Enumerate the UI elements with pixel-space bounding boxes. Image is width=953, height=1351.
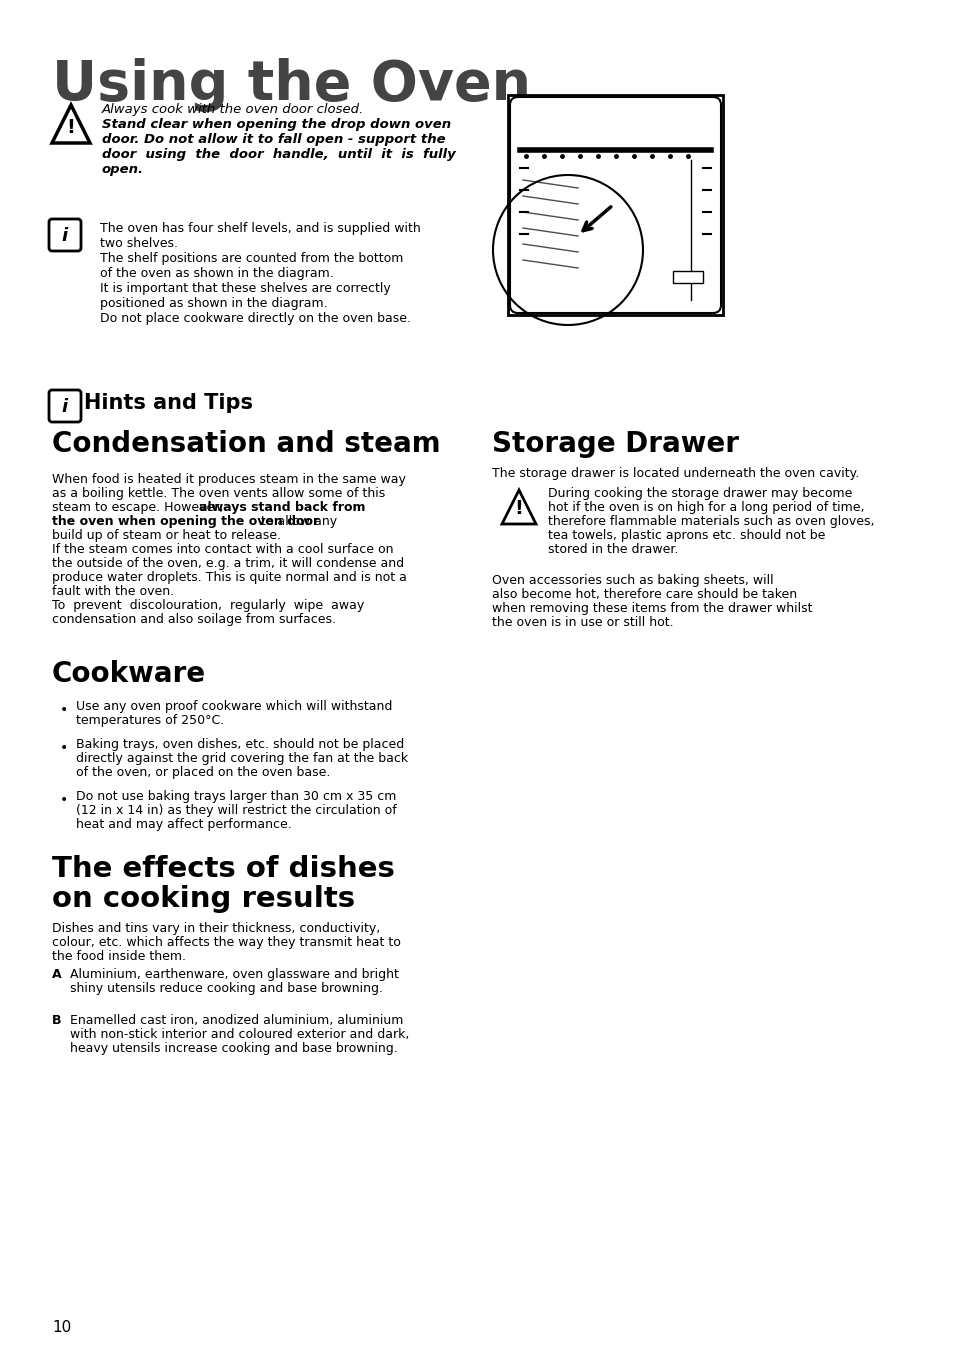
Text: condensation and also soilage from surfaces.: condensation and also soilage from surfa…	[52, 613, 335, 626]
Text: positioned as shown in the diagram.: positioned as shown in the diagram.	[100, 297, 327, 309]
Text: •: •	[60, 740, 69, 755]
Text: the oven when opening the oven door: the oven when opening the oven door	[52, 515, 319, 528]
Text: directly against the grid covering the fan at the back: directly against the grid covering the f…	[76, 753, 408, 765]
Text: tea towels, plastic aprons etc. should not be: tea towels, plastic aprons etc. should n…	[547, 530, 824, 542]
Text: door  using  the  door  handle,  until  it  is  fully: door using the door handle, until it is …	[102, 149, 456, 161]
Text: !: !	[67, 118, 75, 136]
Text: stored in the drawer.: stored in the drawer.	[547, 543, 678, 557]
FancyBboxPatch shape	[49, 390, 81, 422]
Text: During cooking the storage drawer may become: During cooking the storage drawer may be…	[547, 486, 851, 500]
Text: two shelves.: two shelves.	[100, 236, 178, 250]
Text: when removing these items from the drawer whilst: when removing these items from the drawe…	[492, 603, 812, 615]
Text: Enamelled cast iron, anodized aluminium, aluminium: Enamelled cast iron, anodized aluminium,…	[70, 1015, 403, 1027]
Text: temperatures of 250°C.: temperatures of 250°C.	[76, 713, 224, 727]
Text: Do not use baking trays larger than 30 cm x 35 cm: Do not use baking trays larger than 30 c…	[76, 790, 395, 802]
Text: i: i	[62, 227, 68, 245]
Text: Always cook with the oven door closed.: Always cook with the oven door closed.	[102, 103, 364, 116]
Text: door. Do not allow it to fall open - support the: door. Do not allow it to fall open - sup…	[102, 132, 445, 146]
Text: heavy utensils increase cooking and base browning.: heavy utensils increase cooking and base…	[70, 1042, 397, 1055]
Text: A: A	[52, 969, 62, 981]
Text: The storage drawer is located underneath the oven cavity.: The storage drawer is located underneath…	[492, 467, 859, 480]
Text: Cookware: Cookware	[52, 661, 206, 688]
Text: Storage Drawer: Storage Drawer	[492, 430, 739, 458]
Text: i: i	[62, 399, 68, 416]
Text: The oven has four shelf levels, and is supplied with: The oven has four shelf levels, and is s…	[100, 222, 420, 235]
Text: The effects of dishes: The effects of dishes	[52, 855, 395, 884]
Text: open.: open.	[102, 163, 144, 176]
Text: Hints and Tips: Hints and Tips	[84, 393, 253, 413]
Text: shiny utensils reduce cooking and base browning.: shiny utensils reduce cooking and base b…	[70, 982, 382, 994]
FancyBboxPatch shape	[49, 219, 81, 251]
Text: 10: 10	[52, 1320, 71, 1335]
Text: heat and may affect performance.: heat and may affect performance.	[76, 817, 292, 831]
Text: steam to escape. However,: steam to escape. However,	[52, 501, 227, 513]
Text: of the oven, or placed on the oven base.: of the oven, or placed on the oven base.	[76, 766, 330, 780]
Text: Use any oven proof cookware which will withstand: Use any oven proof cookware which will w…	[76, 700, 392, 713]
Text: of the oven as shown in the diagram.: of the oven as shown in the diagram.	[100, 267, 334, 280]
Text: Aluminium, earthenware, oven glassware and bright: Aluminium, earthenware, oven glassware a…	[70, 969, 398, 981]
Text: build up of steam or heat to release.: build up of steam or heat to release.	[52, 530, 281, 542]
Text: B: B	[52, 1015, 61, 1027]
Text: also become hot, therefore care should be taken: also become hot, therefore care should b…	[492, 588, 797, 601]
Text: on cooking results: on cooking results	[52, 885, 355, 913]
Text: the oven is in use or still hot.: the oven is in use or still hot.	[492, 616, 673, 630]
Text: to allow any: to allow any	[256, 515, 336, 528]
Text: the outside of the oven, e.g. a trim, it will condense and: the outside of the oven, e.g. a trim, it…	[52, 557, 404, 570]
FancyBboxPatch shape	[510, 97, 720, 313]
Text: Using the Oven: Using the Oven	[52, 58, 531, 112]
Text: To  prevent  discolouration,  regularly  wipe  away: To prevent discolouration, regularly wip…	[52, 598, 364, 612]
Text: Oven accessories such as baking sheets, will: Oven accessories such as baking sheets, …	[492, 574, 773, 586]
Text: hot if the oven is on high for a long period of time,: hot if the oven is on high for a long pe…	[547, 501, 863, 513]
Text: •: •	[60, 703, 69, 717]
Text: colour, etc. which affects the way they transmit heat to: colour, etc. which affects the way they …	[52, 936, 400, 948]
Text: If the steam comes into contact with a cool surface on: If the steam comes into contact with a c…	[52, 543, 393, 557]
Text: Stand clear when opening the drop down oven: Stand clear when opening the drop down o…	[102, 118, 451, 131]
Text: as a boiling kettle. The oven vents allow some of this: as a boiling kettle. The oven vents allo…	[52, 486, 385, 500]
Text: When food is heated it produces steam in the same way: When food is heated it produces steam in…	[52, 473, 405, 486]
Text: It is important that these shelves are correctly: It is important that these shelves are c…	[100, 282, 391, 295]
Text: with non-stick interior and coloured exterior and dark,: with non-stick interior and coloured ext…	[70, 1028, 409, 1042]
Text: therefore flammable materials such as oven gloves,: therefore flammable materials such as ov…	[547, 515, 874, 528]
Text: always stand back from: always stand back from	[199, 501, 365, 513]
Text: The shelf positions are counted from the bottom: The shelf positions are counted from the…	[100, 253, 403, 265]
Text: (12 in x 14 in) as they will restrict the circulation of: (12 in x 14 in) as they will restrict th…	[76, 804, 396, 817]
Text: Condensation and steam: Condensation and steam	[52, 430, 440, 458]
Text: fault with the oven.: fault with the oven.	[52, 585, 174, 598]
Text: Dishes and tins vary in their thickness, conductivity,: Dishes and tins vary in their thickness,…	[52, 921, 380, 935]
Bar	[507, 95, 722, 315]
Bar	[672, 272, 702, 282]
Text: Baking trays, oven dishes, etc. should not be placed: Baking trays, oven dishes, etc. should n…	[76, 738, 404, 751]
Text: •: •	[60, 793, 69, 807]
Text: produce water droplets. This is quite normal and is not a: produce water droplets. This is quite no…	[52, 571, 406, 584]
Text: Do not place cookware directly on the oven base.: Do not place cookware directly on the ov…	[100, 312, 411, 326]
Text: the food inside them.: the food inside them.	[52, 950, 186, 963]
Text: !: !	[514, 499, 523, 517]
